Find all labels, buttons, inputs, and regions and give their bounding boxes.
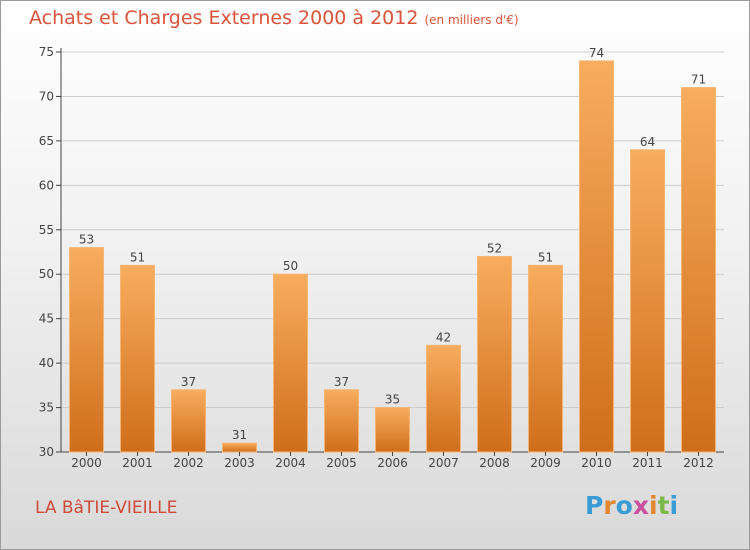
bar-2002	[171, 389, 206, 453]
x-tick-label: 2004	[275, 456, 306, 470]
bar-value-label: 31	[232, 428, 247, 442]
bar-2005	[324, 389, 359, 453]
bar-value-label: 71	[691, 73, 706, 87]
bar-2006	[375, 407, 410, 453]
x-tick-label: 2003	[224, 456, 255, 470]
chart-title: Achats et Charges Externes 2000 à 2012 (e…	[29, 7, 519, 29]
brand-letter: i	[669, 491, 679, 520]
bar-value-label: 53	[79, 233, 94, 247]
y-tick-label: 70	[39, 89, 54, 103]
y-tick-label: 35	[39, 401, 54, 415]
brand-letter: P	[585, 491, 604, 520]
x-tick-label: 2001	[122, 456, 153, 470]
bar-2012	[681, 87, 716, 453]
x-tick-label: 2005	[326, 456, 357, 470]
bar-value-label: 51	[538, 250, 553, 264]
y-tick-label: 65	[39, 134, 54, 148]
y-tick-label: 55	[39, 223, 54, 237]
x-tick-label: 2002	[173, 456, 204, 470]
bar-value-label: 52	[487, 241, 502, 255]
y-tick-label: 75	[39, 45, 54, 59]
x-tick-label: 2012	[683, 456, 714, 470]
y-tick-label: 30	[39, 445, 54, 459]
bar-value-label: 50	[283, 259, 298, 273]
y-tick-label: 45	[39, 312, 54, 326]
bar-value-label: 74	[589, 46, 604, 60]
y-tick-label: 50	[39, 267, 54, 281]
bar-2008	[477, 255, 512, 453]
chart-subtitle: (en milliers d'€)	[424, 13, 519, 27]
x-tick-label: 2007	[428, 456, 459, 470]
bar-2009	[528, 264, 563, 453]
proxiti-logo: Proxiti	[585, 491, 678, 520]
x-tick-label: 2006	[377, 456, 408, 470]
bar-2004	[273, 273, 308, 453]
brand-letter: o	[615, 491, 633, 520]
bar-2011	[630, 149, 665, 453]
x-tick-label: 2011	[632, 456, 663, 470]
brand-letter: x	[632, 491, 649, 520]
brand-letter: i	[649, 491, 658, 520]
bar-2003	[222, 442, 257, 453]
y-tick-label: 60	[39, 178, 54, 192]
bar-value-label: 64	[640, 135, 655, 149]
bar-value-label: 37	[181, 375, 196, 389]
bar-value-label: 35	[385, 393, 400, 407]
x-tick-label: 2010	[581, 456, 612, 470]
x-tick-label: 2009	[530, 456, 561, 470]
bar-2000	[69, 247, 104, 453]
bar-2001	[120, 264, 155, 453]
brand-letter: r	[603, 491, 616, 520]
bar-value-label: 42	[436, 330, 451, 344]
y-tick-label: 40	[39, 356, 54, 370]
brand-letter: t	[657, 491, 670, 520]
bar-2007	[426, 344, 461, 453]
bar-value-label: 37	[334, 375, 349, 389]
x-tick-label: 2000	[71, 456, 102, 470]
bar-2010	[579, 60, 614, 453]
commune-name: LA BâTIE-VIEILLE	[35, 498, 178, 518]
x-tick-label: 2008	[479, 456, 510, 470]
bar-value-label: 51	[130, 250, 145, 264]
